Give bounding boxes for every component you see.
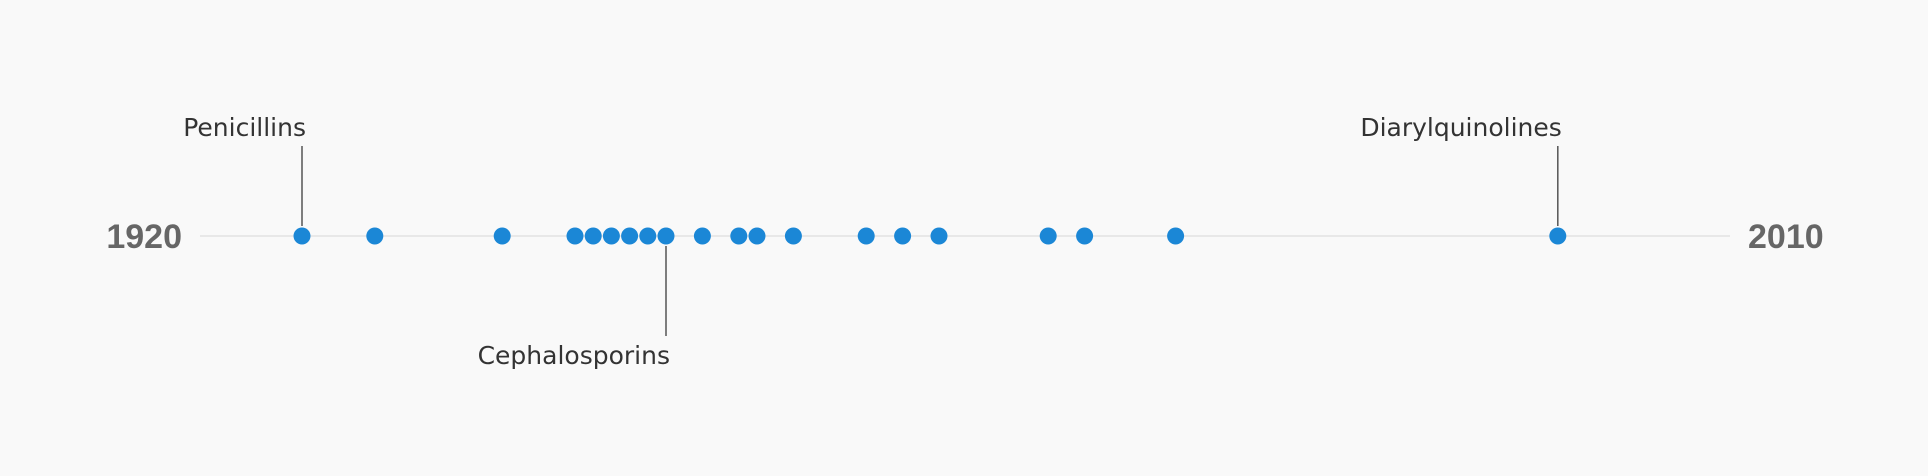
timeline-point [657,227,675,245]
annotations-group: Penicillins Cephalosporins Diarylquinoline… [183,113,1562,370]
timeline-point [584,227,602,245]
timeline-point [730,227,748,245]
timeline-point [602,227,620,245]
timeline-point [784,227,802,245]
data-points-group [293,227,1567,245]
timeline-point [748,227,766,245]
timeline-point [894,227,912,245]
timeline-point [366,227,384,245]
timeline-point [1167,227,1185,245]
timeline-point [566,227,584,245]
timeline-point [857,227,875,245]
annotation-label: Penicillins [183,113,306,142]
timeline-point [1076,227,1094,245]
annotation-label: Cephalosporins [478,341,670,370]
timeline-point [693,227,711,245]
timeline-point [1039,227,1057,245]
timeline-point [493,227,511,245]
end-year-label: 2010 [1748,218,1824,256]
timeline-point [293,227,311,245]
timeline-point [1549,227,1567,245]
start-year-label: 1920 [106,218,182,256]
timeline-point [930,227,948,245]
timeline-point [621,227,639,245]
timeline-point [639,227,657,245]
annotation-label: Diarylquinolines [1360,113,1561,142]
